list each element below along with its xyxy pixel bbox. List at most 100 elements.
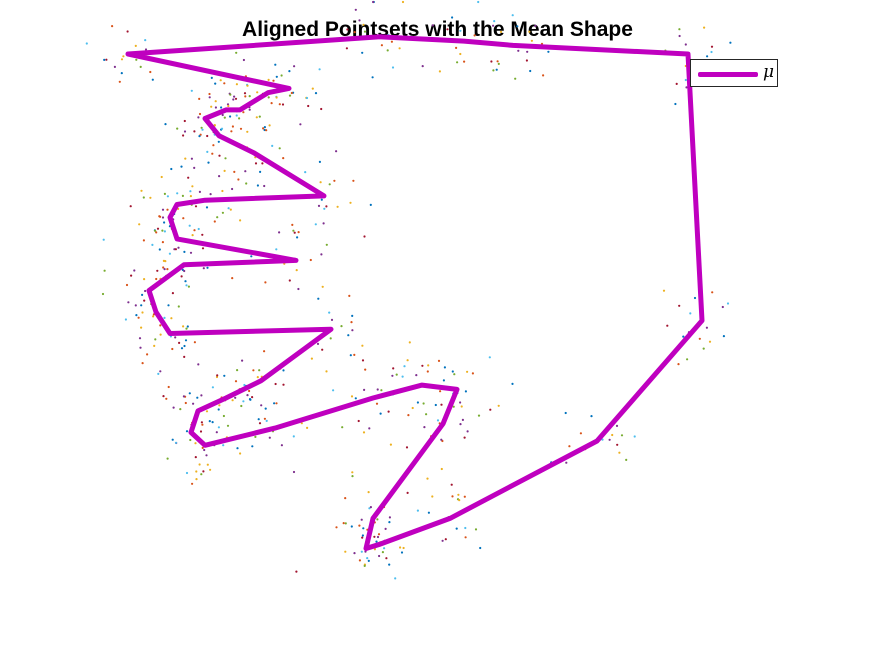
- scatter-point: [177, 305, 180, 308]
- scatter-point: [349, 354, 352, 357]
- scatter-point: [499, 30, 503, 33]
- scatter-point: [293, 65, 296, 68]
- scatter-point: [174, 336, 177, 339]
- scatter-point: [451, 495, 454, 498]
- scatter-point: [251, 445, 254, 448]
- scatter-point: [206, 463, 209, 466]
- scatter-point: [666, 324, 669, 327]
- scatter-point: [421, 65, 424, 68]
- scatter-point: [214, 100, 217, 103]
- scatter-point: [162, 266, 165, 269]
- scatter-point: [444, 538, 447, 541]
- legend-label: μ: [763, 62, 775, 82]
- scatter-point: [222, 414, 225, 418]
- scatter-point: [199, 430, 203, 433]
- scatter-point: [163, 192, 166, 195]
- scatter-point: [241, 359, 244, 362]
- scatter-point: [275, 402, 278, 405]
- scatter-point: [615, 424, 619, 427]
- scatter-point: [495, 68, 498, 71]
- scatter-point: [496, 60, 499, 63]
- scatter-point: [185, 327, 188, 330]
- scatter-point: [367, 491, 370, 494]
- scatter-point: [568, 445, 571, 448]
- scatter-point: [426, 477, 429, 480]
- scatter-point: [353, 353, 356, 356]
- scatter-point: [685, 86, 688, 89]
- scatter-point: [135, 58, 138, 61]
- scatter-point: [330, 318, 334, 321]
- scatter-point: [333, 179, 336, 182]
- scatter-point: [464, 390, 467, 393]
- scatter-point: [463, 436, 466, 439]
- scatter-point: [158, 248, 161, 251]
- scatter-point: [143, 299, 146, 302]
- scatter-point: [325, 243, 328, 246]
- scatter-point: [213, 220, 216, 223]
- scatter-point: [383, 547, 386, 550]
- scatter-point: [311, 87, 314, 90]
- scatter-point: [249, 398, 252, 401]
- scatter-point: [455, 527, 458, 530]
- scatter-point: [254, 435, 257, 438]
- scatter-point: [235, 83, 238, 86]
- scatter-point: [376, 388, 379, 391]
- scatter-point: [267, 96, 270, 99]
- scatter-point: [363, 30, 367, 33]
- scatter-point: [273, 402, 276, 405]
- scatter-point: [211, 421, 214, 424]
- scatter-point: [184, 339, 188, 342]
- scatter-point: [255, 116, 258, 119]
- scatter-point: [124, 318, 127, 321]
- scatter-point: [488, 356, 491, 359]
- scatter-point: [431, 24, 434, 27]
- scatter-point: [183, 355, 186, 358]
- scatter-point: [369, 203, 372, 206]
- scatter-point: [118, 80, 121, 83]
- scatter-point: [263, 128, 266, 132]
- scatter-point: [246, 84, 249, 87]
- scatter-point: [297, 287, 300, 291]
- scatter-point: [139, 346, 142, 349]
- scatter-point: [120, 72, 123, 75]
- scatter-point: [473, 34, 476, 37]
- scatter-point: [129, 205, 132, 208]
- scatter-point: [201, 128, 204, 131]
- scatter-point: [167, 385, 170, 389]
- scatter-point: [156, 227, 160, 230]
- scatter-point: [682, 335, 685, 338]
- scatter-point: [198, 112, 202, 116]
- scatter-point: [250, 255, 253, 258]
- scatter-point: [459, 401, 462, 404]
- scatter-point: [350, 321, 353, 324]
- scatter-point: [171, 438, 174, 441]
- scatter-point: [163, 221, 166, 224]
- scatter-point: [388, 563, 391, 566]
- scatter-point: [174, 441, 178, 444]
- scatter-point: [452, 405, 455, 408]
- scatter-point: [425, 413, 428, 416]
- scatter-point: [710, 50, 713, 54]
- scatter-point: [674, 102, 677, 106]
- scatter-point: [336, 205, 339, 208]
- scatter-point: [216, 374, 219, 377]
- scatter-point: [224, 157, 227, 160]
- scatter-point: [197, 227, 200, 231]
- scatter-point: [398, 47, 401, 50]
- scatter-point: [183, 119, 186, 123]
- scatter-point: [721, 305, 724, 309]
- scatter-point: [321, 285, 324, 288]
- scatter-point: [406, 359, 409, 362]
- scatter-point: [293, 231, 296, 234]
- scatter-point: [172, 406, 175, 409]
- scatter-point: [288, 94, 292, 97]
- scatter-point: [387, 410, 390, 413]
- scatter-point: [318, 160, 321, 163]
- scatter-point: [182, 325, 185, 328]
- scatter-point: [340, 325, 343, 328]
- scatter-point: [163, 230, 166, 233]
- scatter-point: [143, 278, 146, 281]
- scatter-point: [354, 8, 357, 11]
- scatter-point: [221, 211, 224, 214]
- scatter-point: [212, 144, 215, 147]
